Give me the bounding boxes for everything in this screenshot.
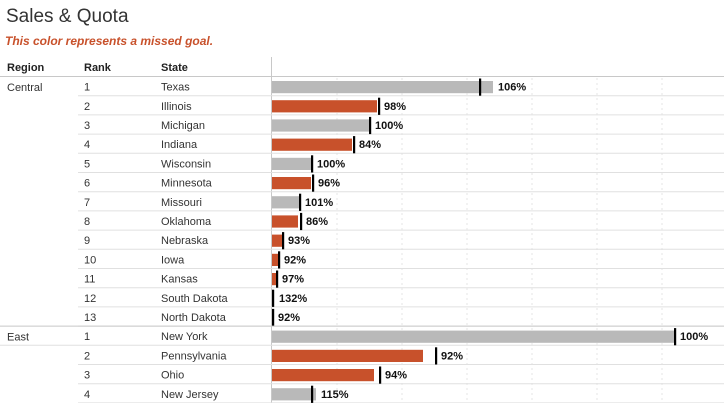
percent-label: 101% [305, 197, 333, 209]
percent-label: 93% [288, 235, 310, 247]
percent-label: 97% [282, 274, 304, 286]
sales-bar [272, 119, 370, 132]
rank-label: 8 [84, 216, 90, 228]
sales-bar [272, 273, 277, 286]
quota-marker [435, 347, 438, 365]
quota-marker [282, 232, 285, 250]
percent-label: 94% [385, 370, 407, 382]
state-label: South Dakota [161, 293, 229, 305]
state-label: Texas [161, 82, 190, 94]
sales-bar [272, 157, 312, 170]
rank-label: 1 [84, 331, 90, 343]
sales-bar [272, 100, 377, 113]
percent-label: 100% [317, 158, 345, 170]
percent-label: 92% [278, 312, 300, 324]
quota-marker [272, 308, 275, 327]
rank-label: 1 [84, 82, 90, 94]
quota-marker [276, 270, 279, 288]
sales-bar [272, 196, 300, 209]
region-label: Central [7, 82, 42, 94]
percent-label: 115% [321, 389, 349, 401]
state-label: Indiana [161, 139, 198, 151]
state-label: Ohio [161, 370, 184, 382]
state-label: Wisconsin [161, 158, 211, 170]
rank-label: 2 [84, 350, 90, 362]
percent-label: 98% [384, 101, 406, 113]
percent-label: 86% [306, 216, 328, 228]
state-label: North Dakota [161, 312, 227, 324]
state-label: Illinois [161, 101, 192, 113]
percent-label: 100% [375, 120, 403, 132]
sales-bar [272, 369, 374, 382]
quota-marker [369, 116, 372, 135]
quota-marker [311, 385, 314, 403]
column-header-state: State [161, 62, 188, 74]
column-header-rank: Rank [84, 62, 111, 74]
sales-bar [272, 253, 278, 266]
quota-marker [272, 289, 275, 307]
state-label: Pennsylvania [161, 350, 227, 362]
rank-label: 9 [84, 235, 90, 247]
quota-marker [311, 155, 314, 173]
quota-marker [674, 328, 677, 346]
rank-label: 12 [84, 293, 96, 305]
quota-marker [379, 366, 382, 384]
percent-label: 92% [284, 254, 306, 266]
state-label: New York [161, 331, 208, 343]
rank-label: 3 [84, 370, 90, 382]
column-header-region: Region [7, 62, 45, 74]
percent-label: 84% [359, 139, 381, 151]
quota-marker [353, 136, 356, 154]
rank-label: 4 [84, 139, 90, 151]
sales-bar [272, 177, 311, 190]
sales-bar [272, 330, 675, 343]
quota-marker [479, 78, 482, 96]
state-label: Kansas [161, 274, 198, 286]
rank-label: 6 [84, 178, 90, 190]
state-label: Iowa [161, 254, 185, 266]
rank-label: 3 [84, 120, 90, 132]
percent-label: 106% [498, 82, 526, 94]
percent-label: 96% [318, 178, 340, 190]
page-title: Sales & Quota [6, 6, 129, 27]
rank-label: 10 [84, 254, 96, 266]
rank-label: 13 [84, 312, 96, 324]
quota-marker [300, 212, 303, 231]
legend-note: This color represents a missed goal. [5, 34, 214, 48]
state-label: Oklahoma [161, 216, 212, 228]
state-label: Missouri [161, 197, 202, 209]
quota-marker [378, 97, 381, 115]
quota-marker [278, 251, 281, 269]
rank-label: 4 [84, 389, 90, 401]
sales-bar [272, 349, 423, 362]
percent-label: 100% [680, 331, 708, 343]
state-label: New Jersey [161, 389, 219, 401]
percent-label: 132% [279, 293, 307, 305]
percent-label: 92% [441, 350, 463, 362]
state-label: Michigan [161, 120, 205, 132]
state-label: Minnesota [161, 178, 213, 190]
region-label: East [7, 332, 29, 344]
sales-bar [272, 81, 493, 94]
sales-bar [272, 138, 352, 151]
rank-label: 2 [84, 101, 90, 113]
rank-label: 5 [84, 158, 90, 170]
sales-bar [272, 388, 316, 401]
quota-marker [299, 193, 302, 211]
sales-bar [272, 234, 282, 247]
quota-marker [312, 174, 315, 192]
rank-label: 7 [84, 197, 90, 209]
state-label: Nebraska [161, 235, 209, 247]
sales-bar [272, 215, 298, 228]
rank-label: 11 [84, 274, 95, 286]
